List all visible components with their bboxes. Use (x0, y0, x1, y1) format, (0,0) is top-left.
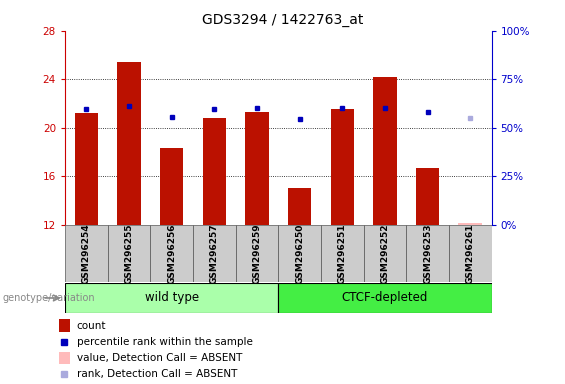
Bar (321, 225, 364, 282)
Bar (236, 225, 278, 282)
Bar (279, 283, 492, 313)
Text: GSM296257: GSM296257 (210, 223, 219, 284)
Bar (416, 168, 440, 225)
Bar (75, 113, 98, 225)
Bar (150, 225, 193, 282)
Text: value, Detection Call = ABSENT: value, Detection Call = ABSENT (77, 353, 242, 363)
Bar (59, 352, 70, 364)
Bar (65, 225, 107, 282)
Bar (373, 77, 397, 225)
Bar (59, 319, 70, 332)
Bar (364, 225, 406, 282)
Text: GSM296261: GSM296261 (466, 223, 475, 284)
Bar (279, 225, 321, 282)
Bar (406, 225, 449, 282)
Bar (117, 62, 141, 225)
Text: GSM296255: GSM296255 (124, 223, 133, 284)
Bar (331, 109, 354, 225)
Text: wild type: wild type (145, 291, 199, 305)
Text: rank, Detection Call = ABSENT: rank, Detection Call = ABSENT (77, 369, 237, 379)
Text: GSM296259: GSM296259 (253, 223, 262, 284)
Text: GSM296252: GSM296252 (380, 223, 389, 284)
Text: GDS3294 / 1422763_at: GDS3294 / 1422763_at (202, 13, 363, 27)
Bar (449, 225, 492, 282)
Bar (288, 188, 311, 225)
Bar (107, 225, 150, 282)
Text: genotype/variation: genotype/variation (3, 293, 95, 303)
Bar (160, 148, 184, 225)
Bar (245, 112, 269, 225)
Text: CTCF-depleted: CTCF-depleted (342, 291, 428, 305)
Text: GSM296253: GSM296253 (423, 223, 432, 284)
Text: GSM296256: GSM296256 (167, 223, 176, 284)
Bar (65, 283, 278, 313)
Bar (193, 225, 236, 282)
Bar (202, 118, 226, 225)
Text: GSM296251: GSM296251 (338, 223, 347, 284)
Text: count: count (77, 321, 106, 331)
Bar (458, 223, 482, 225)
Text: percentile rank within the sample: percentile rank within the sample (77, 337, 253, 347)
Text: GSM296250: GSM296250 (295, 223, 304, 284)
Text: GSM296254: GSM296254 (82, 223, 91, 284)
